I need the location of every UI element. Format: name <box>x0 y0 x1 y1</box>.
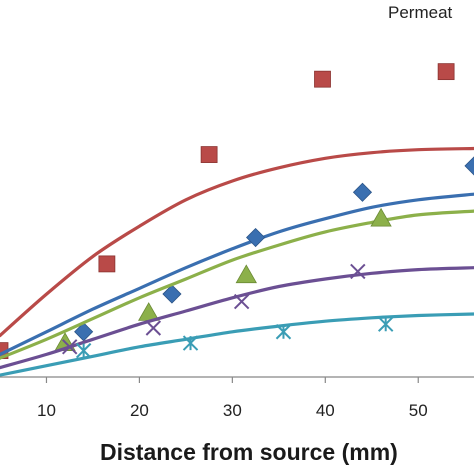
series-1-fit-line <box>0 146 474 338</box>
x-marker <box>350 263 366 280</box>
asterisk-marker <box>377 316 394 332</box>
triangle-marker <box>370 207 392 227</box>
x-axis-ticks: 10 20 30 40 50 <box>37 377 428 420</box>
x-tick-label: 10 <box>37 401 56 420</box>
x-marker <box>61 339 78 355</box>
square-marker <box>200 146 218 163</box>
square-marker <box>98 255 116 273</box>
x-tick-label: 50 <box>409 401 428 420</box>
series-2-fit-line <box>0 192 474 356</box>
triangle-marker <box>235 264 257 284</box>
square-marker <box>314 70 331 88</box>
x-marker <box>145 320 162 336</box>
asterisk-marker <box>182 335 199 351</box>
series-2 <box>0 156 474 356</box>
x-marker <box>233 293 250 310</box>
series-5-fit-line <box>0 312 474 377</box>
series-4 <box>0 263 474 370</box>
x-tick-label: 40 <box>316 401 335 420</box>
asterisk-marker <box>75 342 92 359</box>
x-tick-label: 20 <box>130 401 149 420</box>
series-5 <box>0 312 474 377</box>
diamond-marker <box>162 284 182 304</box>
diamond-marker <box>246 227 266 248</box>
x-axis-title: Distance from source (mm) <box>100 439 398 465</box>
x-tick-label: 30 <box>223 401 242 420</box>
diamond-marker <box>464 156 474 176</box>
diamond-marker <box>352 182 373 202</box>
series-3-fit-line <box>0 209 474 360</box>
legend-title: Permeat <box>388 3 453 22</box>
triangle-marker <box>138 302 160 321</box>
series-3 <box>0 207 474 360</box>
square-marker <box>437 63 455 81</box>
asterisk-marker <box>275 324 292 340</box>
plot-area <box>0 63 474 377</box>
series-1 <box>0 63 474 360</box>
series-4-fit-line <box>0 266 474 370</box>
